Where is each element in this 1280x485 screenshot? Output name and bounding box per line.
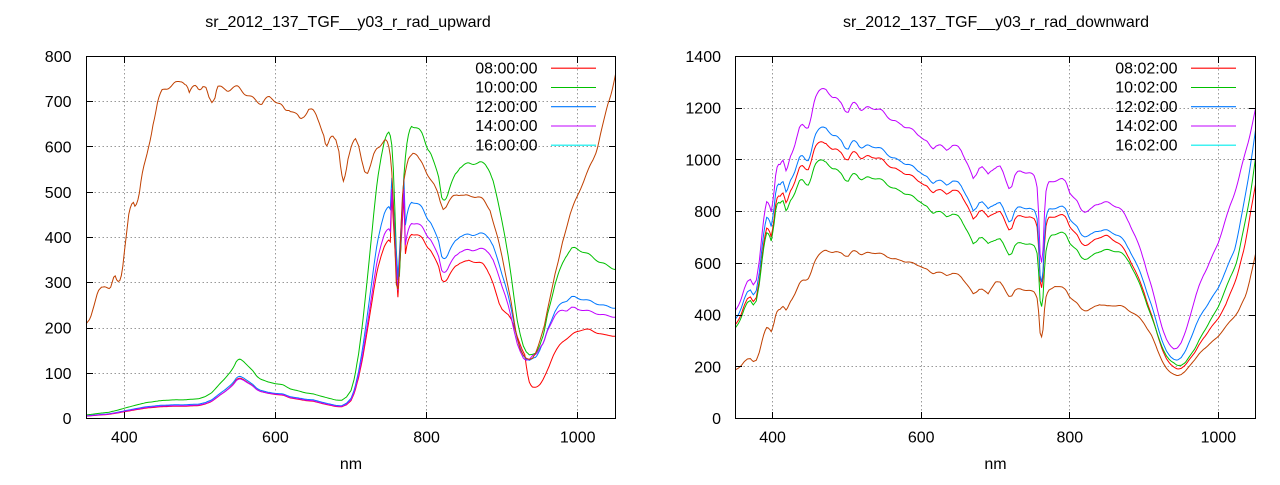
svg-text:1400: 1400 — [685, 49, 721, 66]
svg-text:400: 400 — [694, 308, 721, 325]
svg-text:0: 0 — [712, 411, 721, 428]
svg-text:10:02:00: 10:02:00 — [1115, 80, 1177, 97]
svg-text:16:00:00: 16:00:00 — [475, 137, 537, 154]
svg-text:08:00:00: 08:00:00 — [475, 60, 537, 77]
svg-text:0: 0 — [63, 411, 72, 428]
svg-text:800: 800 — [45, 49, 72, 66]
svg-text:500: 500 — [45, 185, 72, 202]
svg-text:800: 800 — [694, 204, 721, 221]
svg-text:12:02:00: 12:02:00 — [1115, 99, 1177, 116]
svg-text:400: 400 — [111, 430, 138, 447]
svg-text:sr_2012_137_TGF__y03_r_rad_dow: sr_2012_137_TGF__y03_r_rad_downward — [843, 14, 1149, 31]
svg-text:nm: nm — [984, 456, 1006, 473]
svg-text:16:02:00: 16:02:00 — [1115, 137, 1177, 154]
svg-text:nm: nm — [340, 456, 362, 473]
svg-text:600: 600 — [908, 430, 935, 447]
svg-text:1000: 1000 — [1201, 430, 1237, 447]
svg-text:10:00:00: 10:00:00 — [475, 80, 537, 97]
svg-text:1000: 1000 — [560, 430, 596, 447]
svg-text:600: 600 — [694, 256, 721, 273]
svg-text:14:00:00: 14:00:00 — [475, 118, 537, 135]
svg-text:14:02:00: 14:02:00 — [1115, 118, 1177, 135]
svg-text:700: 700 — [45, 94, 72, 111]
svg-text:600: 600 — [262, 430, 289, 447]
svg-text:08:02:00: 08:02:00 — [1115, 60, 1177, 77]
svg-text:200: 200 — [694, 359, 721, 376]
svg-text:400: 400 — [45, 230, 72, 247]
svg-text:sr_2012_137_TGF__y03_r_rad_upw: sr_2012_137_TGF__y03_r_rad_upward — [205, 14, 491, 31]
svg-text:300: 300 — [45, 275, 72, 292]
svg-text:800: 800 — [413, 430, 440, 447]
svg-text:100: 100 — [45, 366, 72, 383]
svg-text:800: 800 — [1056, 430, 1083, 447]
svg-text:200: 200 — [45, 321, 72, 338]
svg-text:1200: 1200 — [685, 101, 721, 118]
svg-text:400: 400 — [759, 430, 786, 447]
svg-text:12:00:00: 12:00:00 — [475, 99, 537, 116]
svg-text:600: 600 — [45, 140, 72, 157]
svg-text:1000: 1000 — [685, 152, 721, 169]
